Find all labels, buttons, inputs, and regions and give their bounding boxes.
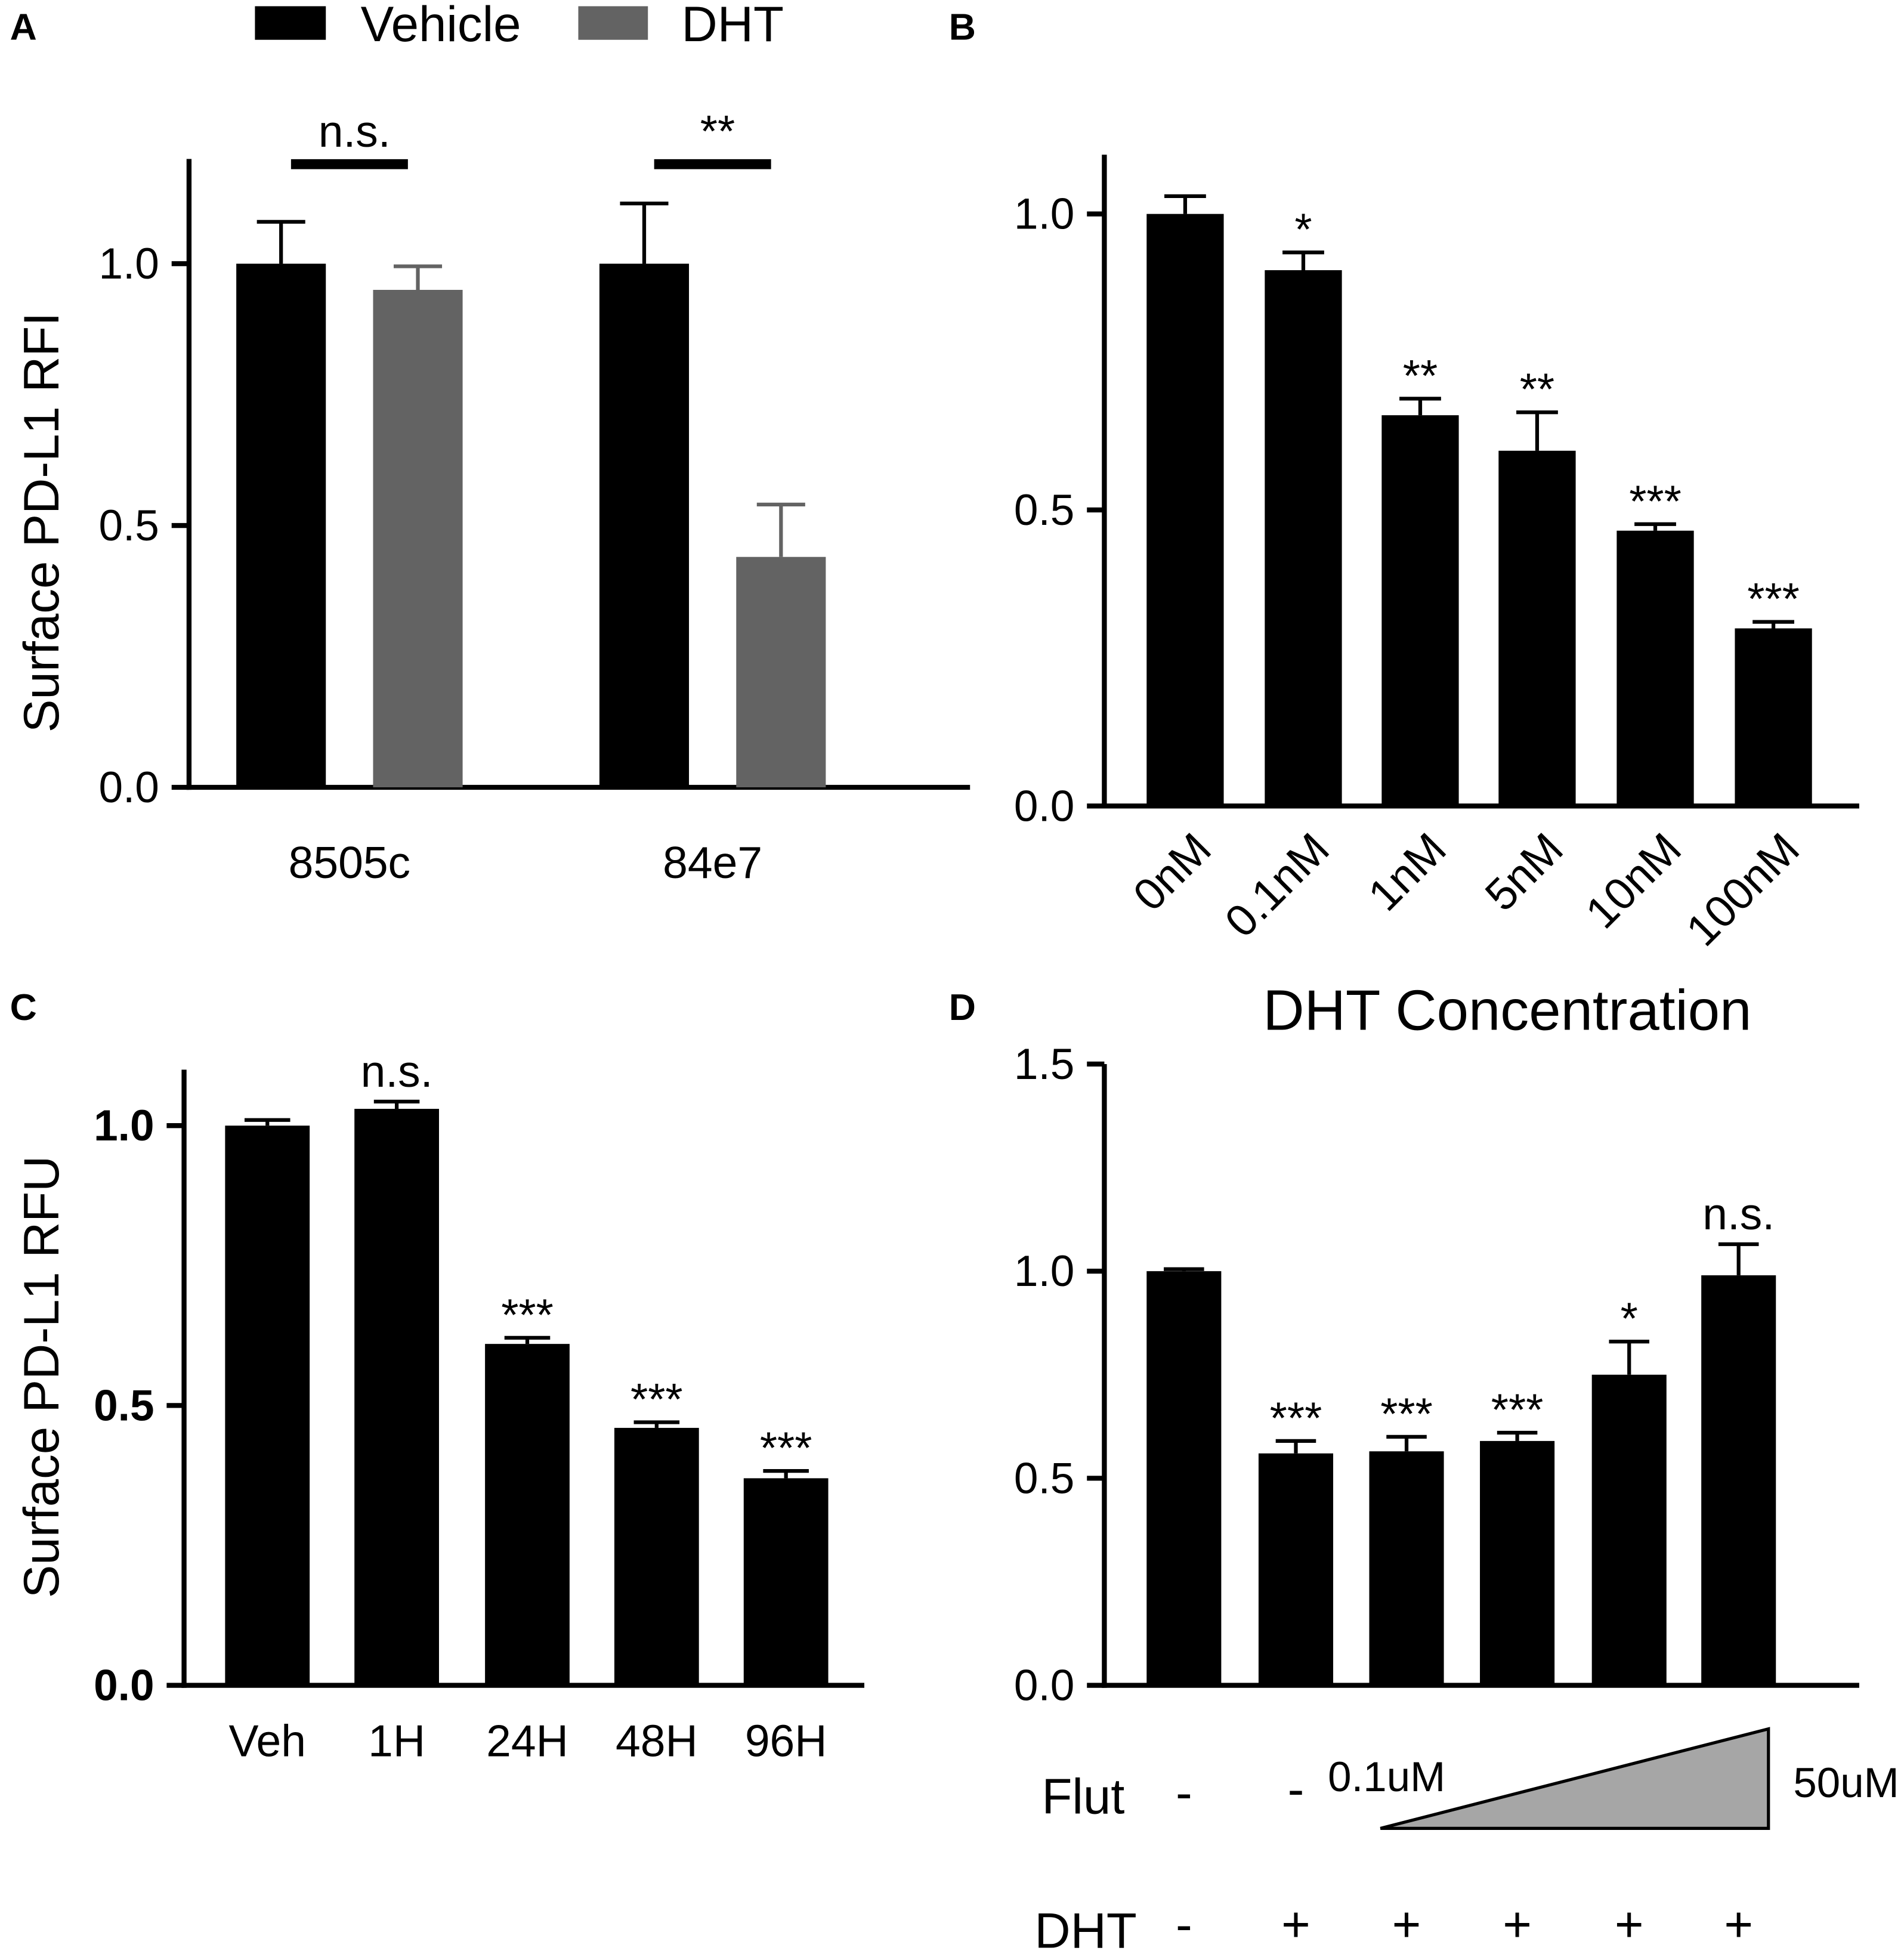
bar-10nm	[1616, 530, 1694, 806]
x-tick-label-84e7: 84e7	[663, 837, 762, 888]
y-tick-label: 0.0	[1014, 1662, 1074, 1710]
panel-label-a: A	[10, 7, 37, 48]
chart-panel-d: 0.00.51.01.5*** *** ****n.s.- -- + + + + +	[1014, 1040, 1859, 1952]
y-tick-label: 1.0	[1014, 1247, 1074, 1296]
bar-24h	[485, 1344, 570, 1686]
chart-panel-c: 0.0 0.5 1.0 n.s. *** *** *** Veh 1H 24H 48H 96H	[94, 1046, 865, 1766]
significance-label-2: ***	[1270, 1393, 1322, 1443]
panel-label-b: B	[949, 7, 976, 48]
significance-label-5nm: **	[1520, 364, 1554, 415]
significance-label-1nm: **	[1403, 351, 1438, 401]
significance-label-100nm: ***	[1747, 574, 1800, 624]
dht-mark-1: -	[1176, 1897, 1192, 1952]
bar-48h	[614, 1427, 699, 1686]
y-tick-label: 0.5	[94, 1381, 154, 1430]
bar-3	[1369, 1451, 1444, 1686]
bar-5nm	[1498, 450, 1576, 806]
bar-vehicle-84e7	[599, 264, 690, 787]
legend: Vehicle DHT	[255, 0, 784, 52]
bar-vehicle-8505c	[236, 264, 326, 787]
bar-dht-84e7	[736, 556, 826, 787]
significance-label-3: ***	[1380, 1389, 1433, 1439]
bar-6	[1701, 1275, 1776, 1686]
x-tick-label-veh: Veh	[229, 1715, 306, 1766]
y-tick-label: 0.0	[1014, 782, 1074, 830]
legend-swatch-dht	[578, 6, 648, 40]
legend-swatch-vehicle	[255, 6, 326, 40]
x-tick-label-0-1nm: 0.1nM	[1215, 823, 1339, 947]
x-tick-label-0nm: 0nM	[1123, 823, 1220, 920]
bar-4	[1480, 1440, 1555, 1686]
x-tick-label-24h: 24H	[486, 1715, 568, 1766]
significance-label-96h: ***	[760, 1423, 812, 1473]
bar-dht-8505c	[373, 289, 463, 787]
y-tick-label: 0.5	[98, 502, 159, 550]
y-tick-label: 0.5	[1014, 486, 1074, 534]
y-axis-title-a: Surface PD-L1 RFI	[14, 313, 69, 733]
panel-label-c: C	[10, 987, 37, 1028]
significance-label-6: n.s.	[1702, 1189, 1775, 1239]
bar-2	[1258, 1453, 1334, 1686]
legend-label-vehicle: Vehicle	[361, 0, 521, 52]
significance-label-1h: n.s.	[361, 1046, 433, 1096]
y-tick-label: 1.0	[98, 240, 159, 288]
chart-panel-a: 0.0 0.5 1.0 n.s. ** 8505c 84e7	[98, 106, 970, 888]
y-tick-label: 0.0	[98, 763, 159, 812]
dht-mark-3: +	[1392, 1897, 1421, 1952]
x-axis-title-b: DHT Concentration	[1263, 979, 1751, 1043]
y-tick-label: 0.5	[1014, 1454, 1074, 1502]
significance-label-10nm: ***	[1629, 476, 1682, 526]
flut-range-start: 0.1uM	[1328, 1754, 1445, 1801]
significance-label-24h: ***	[501, 1290, 554, 1340]
flut-mark-1: -	[1176, 1765, 1192, 1820]
x-tick-label-1h: 1H	[368, 1715, 425, 1766]
dht-mark-4: +	[1503, 1897, 1532, 1952]
treatment-rows: Flut 0.1uM 50uM DHT	[1034, 1727, 1899, 1954]
panel-label-d: D	[949, 987, 976, 1028]
y-tick-label: 1.5	[1014, 1040, 1074, 1089]
x-tick-label-96h: 96H	[745, 1715, 827, 1766]
x-tick-label-48h: 48H	[616, 1715, 698, 1766]
bar-0nm	[1146, 214, 1224, 806]
bar-1h	[354, 1109, 439, 1686]
y-tick-label: 1.0	[94, 1102, 154, 1150]
bar-5	[1591, 1374, 1667, 1686]
significance-label-0-1nm: *	[1294, 205, 1312, 255]
flut-mark-2: -	[1288, 1761, 1305, 1817]
x-tick-label-1nm: 1nM	[1358, 823, 1455, 920]
flut-dose-ramp	[1380, 1727, 1770, 1830]
legend-label-dht: DHT	[682, 0, 784, 52]
dht-mark-2: +	[1281, 1897, 1310, 1952]
dht-row-label: DHT	[1034, 1903, 1136, 1954]
bar-1	[1146, 1271, 1222, 1686]
dht-mark-5: +	[1615, 1897, 1644, 1952]
x-tick-label-10nm: 10nM	[1576, 823, 1690, 938]
flut-range-end: 50uM	[1793, 1760, 1899, 1807]
bar-0-1nm	[1265, 270, 1342, 806]
significance-label-5: *	[1621, 1294, 1638, 1344]
flut-row-label: Flut	[1041, 1769, 1124, 1824]
y-axis-title-c: Surface PD-L1 RFU	[14, 1156, 69, 1599]
comparison-label-84e7: **	[700, 106, 735, 156]
x-tick-label-8505c: 8505c	[289, 837, 410, 888]
bar-veh	[225, 1126, 310, 1686]
comparison-label-8505c: n.s.	[319, 106, 391, 156]
x-tick-label-100nm: 100nM	[1677, 823, 1809, 956]
significance-label-4: ***	[1491, 1384, 1544, 1434]
significance-label-48h: ***	[630, 1374, 683, 1424]
bar-1nm	[1381, 415, 1459, 806]
y-tick-label: 0.0	[94, 1662, 154, 1710]
bar-96h	[743, 1478, 829, 1686]
y-tick-label: 1.0	[1014, 190, 1074, 239]
bar-100nm	[1735, 628, 1812, 806]
x-tick-label-5nm: 5nM	[1475, 823, 1572, 920]
dht-mark-6: +	[1724, 1897, 1753, 1952]
